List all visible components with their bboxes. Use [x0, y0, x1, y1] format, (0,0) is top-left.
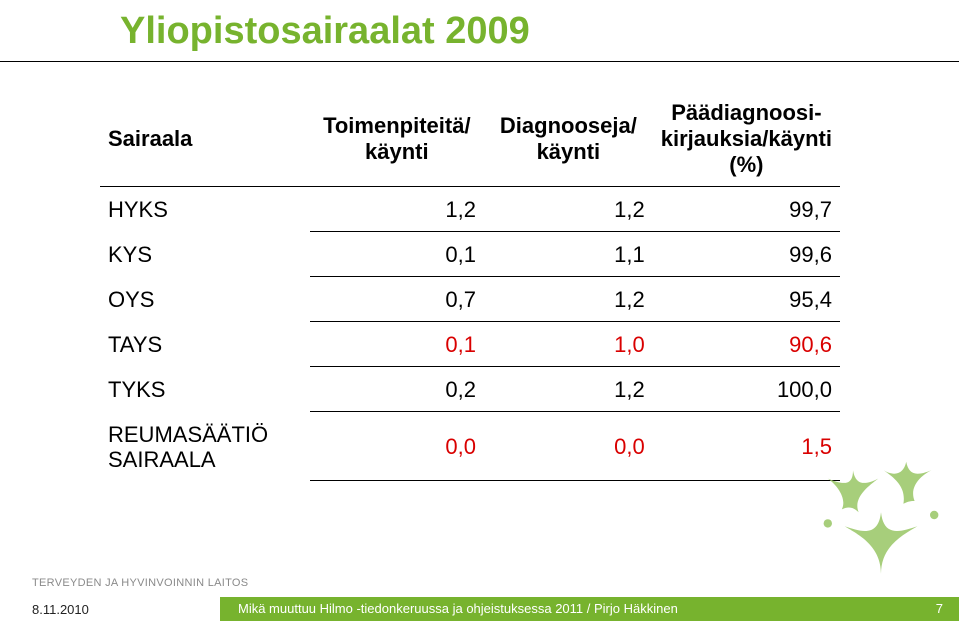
cell-value: 99,7	[653, 187, 840, 232]
row-label: KYS	[100, 232, 310, 277]
cell-value: 0,7	[310, 277, 484, 322]
page-number: 7	[936, 597, 943, 621]
slide: Yliopistosairaalat 2009 SairaalaToimenpi…	[0, 0, 959, 633]
row-label: TAYS	[100, 322, 310, 367]
cell-value: 99,6	[653, 232, 840, 277]
footer-bar: Mikä muuttuu Hilmo -tiedonkeruussa ja oh…	[220, 597, 959, 621]
cell-value: 1,2	[484, 187, 653, 232]
title-rule	[0, 61, 959, 62]
column-header: Diagnooseja/käynti	[484, 90, 653, 187]
cell-value: 100,0	[653, 367, 840, 412]
footer-bar-text: Mikä muuttuu Hilmo -tiedonkeruussa ja oh…	[238, 601, 678, 616]
cell-value: 0,0	[310, 412, 484, 481]
cell-value: 0,1	[310, 322, 484, 367]
row-label: HYKS	[100, 187, 310, 232]
cell-value: 90,6	[653, 322, 840, 367]
footer-date: 8.11.2010	[32, 602, 89, 617]
cell-value: 0,2	[310, 367, 484, 412]
table-row: OYS0,71,295,4	[100, 277, 840, 322]
cell-value: 0,1	[310, 232, 484, 277]
table-header: SairaalaToimenpiteitä/käyntiDiagnooseja/…	[100, 90, 840, 187]
cell-value: 1,1	[484, 232, 653, 277]
row-label: OYS	[100, 277, 310, 322]
data-table: SairaalaToimenpiteitä/käyntiDiagnooseja/…	[100, 90, 840, 481]
column-header: Toimenpiteitä/käynti	[310, 90, 484, 187]
slide-title: Yliopistosairaalat 2009	[0, 0, 959, 61]
cell-value: 1,2	[484, 277, 653, 322]
cell-value: 95,4	[653, 277, 840, 322]
cell-value: 1,2	[484, 367, 653, 412]
row-label: TYKS	[100, 367, 310, 412]
table-row: HYKS1,21,299,7	[100, 187, 840, 232]
table-row: TYKS0,21,2100,0	[100, 367, 840, 412]
row-label: REUMASÄÄTIÖSAIRAALA	[100, 412, 310, 481]
footer: TERVEYDEN JA HYVINVOINNIN LAITOS 8.11.20…	[0, 579, 959, 633]
cell-value: 0,0	[484, 412, 653, 481]
table-body: HYKS1,21,299,7KYS0,11,199,6OYS0,71,295,4…	[100, 187, 840, 481]
table-row: TAYS0,11,090,6	[100, 322, 840, 367]
table-row: KYS0,11,199,6	[100, 232, 840, 277]
org-logo-text: TERVEYDEN JA HYVINVOINNIN LAITOS	[32, 577, 248, 589]
column-header: Päädiagnoosi-kirjauksia/käynti(%)	[653, 90, 840, 187]
cell-value: 1,2	[310, 187, 484, 232]
cell-value: 1,0	[484, 322, 653, 367]
column-header: Sairaala	[100, 90, 310, 187]
cell-value: 1,5	[653, 412, 840, 481]
table-row: REUMASÄÄTIÖSAIRAALA0,00,01,5	[100, 412, 840, 481]
